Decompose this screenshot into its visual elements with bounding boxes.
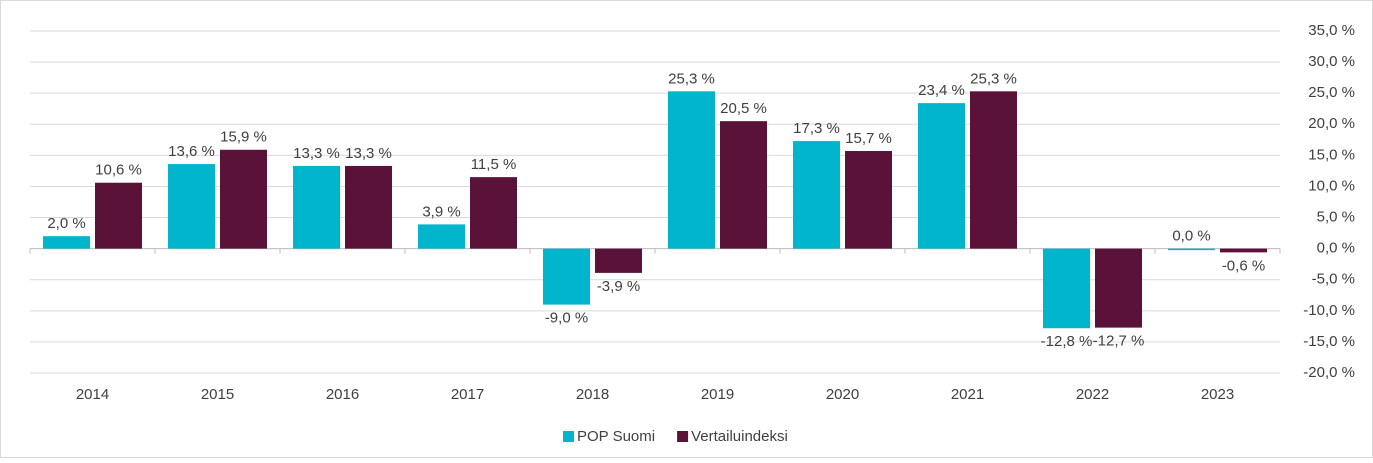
data-label: 3,9 %	[422, 203, 460, 220]
bar	[595, 248, 642, 273]
data-label: 20,5 %	[720, 100, 767, 117]
data-label: 10,6 %	[95, 162, 142, 179]
x-tick-label: 2019	[701, 386, 734, 403]
data-label: 11,5 %	[471, 156, 517, 173]
x-tick-label: 2021	[951, 386, 984, 403]
bar	[918, 103, 965, 249]
y-tick-label: -5,0 %	[1312, 271, 1355, 288]
data-label: 2,0 %	[47, 215, 85, 232]
bar	[970, 91, 1017, 249]
data-label: 23,4 %	[918, 82, 965, 99]
data-label: 13,3 %	[293, 145, 340, 162]
bar	[418, 224, 465, 249]
bar	[1043, 248, 1090, 329]
data-label: -12,7 %	[1093, 333, 1145, 350]
data-label: 15,9 %	[220, 129, 267, 146]
x-tick-label: 2017	[451, 386, 484, 403]
bar	[43, 236, 90, 249]
bar	[470, 177, 517, 249]
data-label: 25,3 %	[668, 70, 715, 87]
y-tick-label: 30,0 %	[1308, 53, 1355, 70]
x-tick-label: 2016	[326, 386, 359, 403]
bar	[95, 182, 142, 249]
x-tick-label: 2014	[76, 386, 109, 403]
bar	[845, 151, 892, 249]
legend-swatch	[677, 431, 689, 442]
bar	[1220, 248, 1267, 253]
bar	[220, 149, 267, 249]
data-label: 13,3 %	[345, 145, 392, 162]
x-tick-label: 2022	[1076, 386, 1109, 403]
y-tick-label: 0,0 %	[1317, 240, 1355, 257]
bar	[720, 121, 767, 249]
y-tick-label: 5,0 %	[1317, 209, 1355, 226]
legend-label: POP Suomi	[577, 428, 655, 445]
x-tick-label: 2015	[201, 386, 234, 403]
legend-label: Vertailuindeksi	[691, 428, 788, 445]
bar	[1095, 248, 1142, 328]
y-tick-label: 35,0 %	[1308, 22, 1355, 39]
y-tick-label: -20,0 %	[1303, 364, 1355, 381]
x-tick-label: 2018	[576, 386, 609, 403]
y-tick-label: 10,0 %	[1308, 177, 1355, 194]
data-label: -9,0 %	[545, 310, 588, 327]
data-label: 13,6 %	[168, 143, 215, 160]
data-label: 17,3 %	[793, 120, 840, 137]
data-label: 0,0 %	[1172, 228, 1210, 245]
data-label: -3,9 %	[597, 278, 640, 295]
data-label: 25,3 %	[970, 70, 1017, 87]
bar	[668, 91, 715, 249]
x-tick-label: 2023	[1201, 386, 1234, 403]
y-tick-label: -10,0 %	[1303, 302, 1355, 319]
x-tick-label: 2020	[826, 386, 859, 403]
data-label: -0,6 %	[1222, 257, 1265, 274]
y-tick-label: -15,0 %	[1303, 333, 1355, 350]
data-label: 15,7 %	[845, 130, 892, 147]
bar	[168, 164, 215, 249]
data-label: -12,8 %	[1041, 333, 1093, 350]
legend-swatch	[563, 431, 574, 442]
y-tick-label: 20,0 %	[1308, 115, 1355, 132]
bar	[543, 248, 590, 305]
bar	[345, 165, 392, 249]
y-tick-label: 25,0 %	[1308, 84, 1355, 101]
bar	[1168, 248, 1215, 251]
bar	[793, 141, 840, 249]
bar	[293, 165, 340, 249]
y-tick-label: 15,0 %	[1308, 146, 1355, 163]
